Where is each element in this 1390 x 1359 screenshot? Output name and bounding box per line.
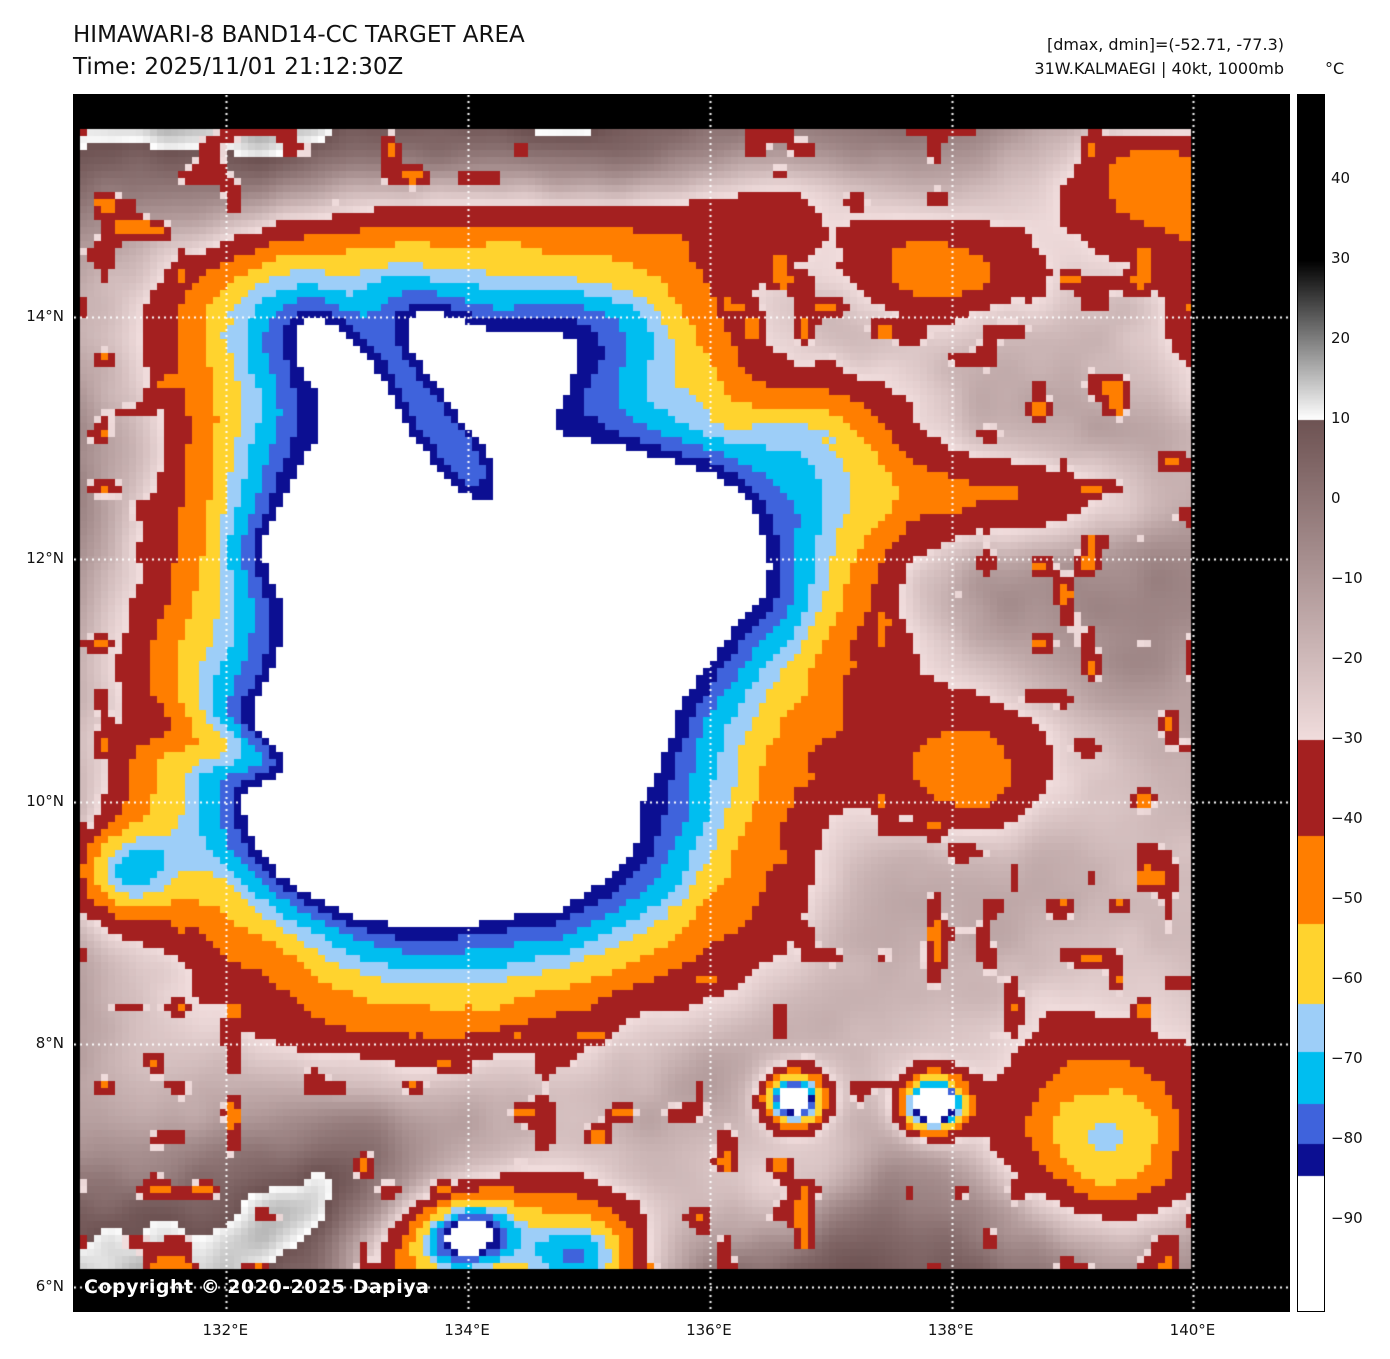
colorbar-tick-10: 10: [1331, 409, 1351, 427]
x-tick-134E: 134°E: [444, 1321, 490, 1339]
colorbar-tick-30: 30: [1331, 249, 1351, 267]
y-tick-8N: 8°N: [35, 1034, 64, 1053]
colorbar-tick--40: −40: [1331, 809, 1363, 827]
colorbar: [1297, 94, 1325, 1312]
y-tick-12N: 12°N: [26, 549, 64, 568]
colorbar-tick--20: −20: [1331, 649, 1363, 667]
colorbar-tick--50: −50: [1331, 889, 1363, 907]
map-copyright: Copyright © 2020-2025 Dapiya: [84, 1276, 430, 1298]
x-tick-132E: 132°E: [202, 1321, 249, 1339]
colorbar-tick-20: 20: [1331, 329, 1351, 347]
colorbar-tick--10: −10: [1331, 569, 1363, 587]
colorbar-tick--80: −80: [1331, 1129, 1363, 1147]
y-tick-6N: 6°N: [35, 1276, 64, 1295]
colorbar-tick--60: −60: [1331, 969, 1363, 987]
storm-info: 31W.KALMAEGI | 40kt, 1000mb: [1034, 59, 1284, 78]
x-tick-140E: 140°E: [1169, 1321, 1216, 1339]
colorbar-tick--30: −30: [1331, 729, 1363, 747]
plot-time: Time: 2025/11/01 21:12:30Z: [73, 54, 404, 80]
satellite-ir-map: [73, 94, 1290, 1312]
colorbar-tick-40: 40: [1331, 169, 1351, 187]
x-tick-136E: 136°E: [686, 1321, 732, 1339]
y-tick-10N: 10°N: [26, 791, 64, 810]
colorbar-unit-label: °C: [1325, 59, 1345, 78]
y-tick-14N: 14°N: [26, 306, 64, 325]
x-tick-138E: 138°E: [927, 1321, 974, 1339]
colorbar-tick-0: 0: [1331, 489, 1341, 507]
colorbar-tick--90: −90: [1331, 1209, 1363, 1227]
colorbar-tick--70: −70: [1331, 1049, 1363, 1067]
plot-title: HIMAWARI-8 BAND14-CC TARGET AREA: [73, 22, 525, 48]
dmax-dmin-readout: [dmax, dmin]=(-52.71, -77.3): [1046, 35, 1284, 54]
